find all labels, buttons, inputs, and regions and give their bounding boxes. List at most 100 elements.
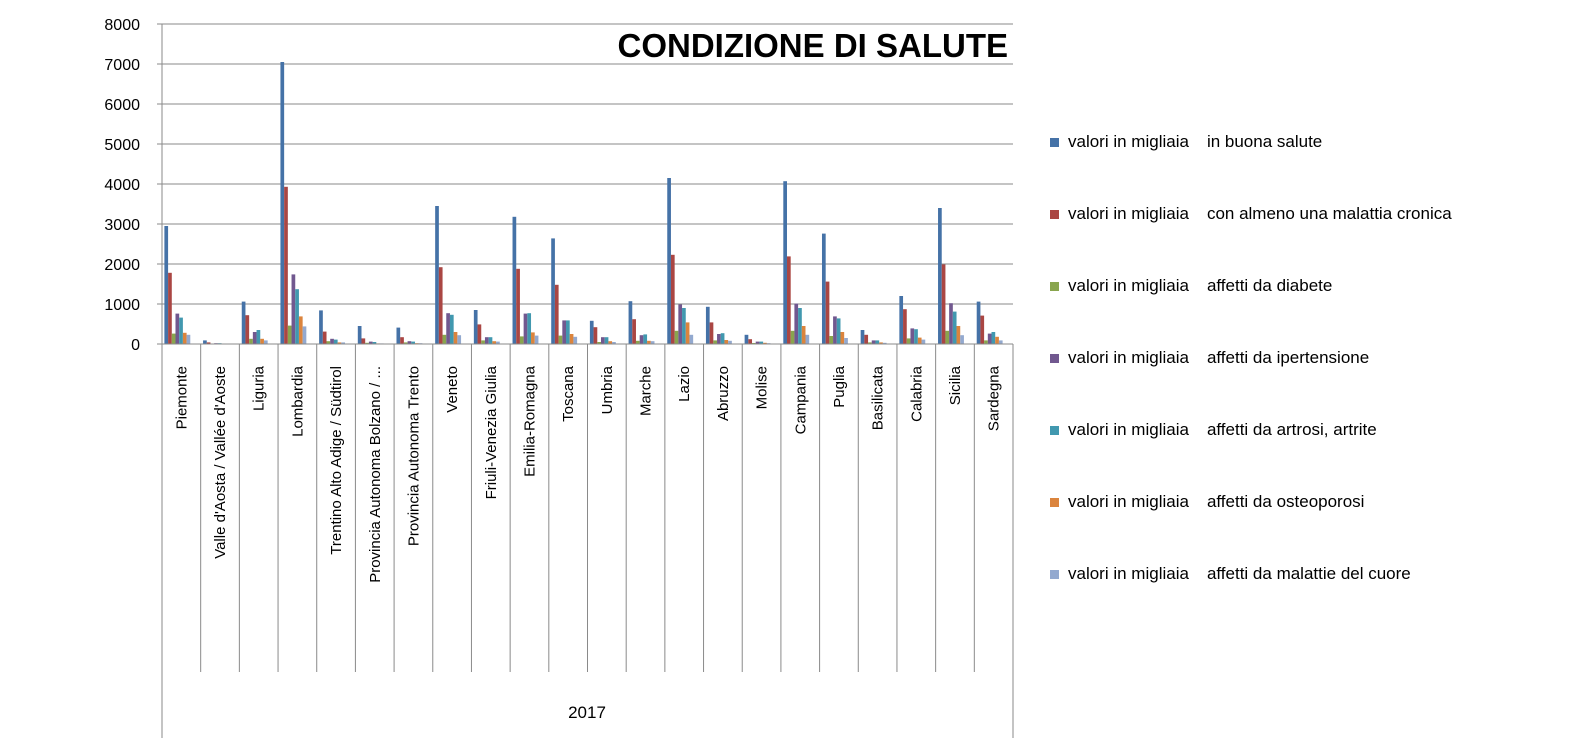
bar bbox=[635, 340, 640, 344]
bar bbox=[558, 335, 563, 344]
bar bbox=[171, 333, 176, 344]
bar bbox=[805, 334, 810, 344]
bar bbox=[562, 320, 567, 344]
legend: valori in migliaia in buona salute valori … bbox=[1050, 128, 1570, 632]
legend-series-name: valori in migliaia bbox=[1068, 348, 1189, 367]
category-label: Lazio bbox=[676, 366, 693, 402]
y-tick-label: 5000 bbox=[104, 137, 140, 154]
bar bbox=[569, 334, 574, 344]
legend-series-name: valori in migliaia bbox=[1068, 420, 1189, 439]
legend-series-name: valori in migliaia bbox=[1068, 204, 1189, 223]
bar bbox=[945, 330, 950, 344]
bar bbox=[396, 327, 401, 344]
bar bbox=[899, 296, 904, 344]
legend-series-name: valori in migliaia bbox=[1068, 492, 1189, 511]
bar bbox=[341, 342, 346, 344]
bar bbox=[987, 333, 992, 344]
bar bbox=[260, 338, 264, 344]
bar bbox=[566, 320, 570, 344]
bar bbox=[593, 327, 598, 344]
bar bbox=[717, 334, 721, 344]
bar bbox=[836, 318, 841, 344]
bar bbox=[875, 340, 880, 344]
bar bbox=[763, 342, 767, 344]
y-tick-label: 0 bbox=[131, 337, 140, 354]
bar bbox=[446, 313, 450, 344]
bar bbox=[206, 342, 211, 344]
bar bbox=[860, 330, 865, 344]
bar bbox=[449, 314, 454, 344]
bar bbox=[608, 341, 613, 344]
bar bbox=[302, 326, 307, 344]
bar bbox=[551, 238, 555, 344]
bar bbox=[798, 308, 802, 344]
gridlines bbox=[162, 23, 1013, 305]
bar bbox=[600, 337, 605, 344]
bar bbox=[906, 338, 911, 344]
bar bbox=[914, 329, 918, 344]
bar bbox=[720, 333, 725, 344]
bar bbox=[829, 336, 834, 344]
bar bbox=[952, 311, 957, 344]
bar bbox=[492, 341, 497, 344]
legend-series-suffix: in buona salute bbox=[1206, 132, 1323, 151]
bar bbox=[728, 340, 732, 344]
legend-label: valori in migliaia affetti da malattie de… bbox=[1068, 560, 1548, 588]
legend-series-suffix: affetti da artrosi, artrite bbox=[1206, 420, 1377, 439]
bar bbox=[724, 340, 729, 344]
category-labels: Piemonte Valle d'Aosta / Vallée d'Aoste Li… bbox=[173, 365, 1002, 582]
bar bbox=[245, 315, 250, 344]
bar bbox=[411, 341, 415, 344]
category-label: Marche bbox=[638, 366, 655, 416]
bar bbox=[403, 342, 408, 344]
bar bbox=[921, 339, 926, 344]
bar bbox=[333, 339, 338, 344]
y-tick-label: 7000 bbox=[104, 57, 140, 74]
bar bbox=[744, 334, 749, 344]
bar bbox=[457, 335, 462, 344]
category-label: Toscana bbox=[560, 365, 577, 422]
bar bbox=[674, 330, 679, 344]
bar bbox=[357, 326, 362, 344]
bar bbox=[956, 326, 961, 344]
legend-label: valori in migliaia in buona salute bbox=[1068, 128, 1548, 156]
legend-swatch bbox=[1050, 498, 1059, 507]
y-tick-label: 2000 bbox=[104, 257, 140, 274]
legend-series-name: valori in migliaia bbox=[1068, 132, 1189, 151]
bar bbox=[647, 340, 651, 344]
bar bbox=[938, 208, 942, 344]
bar bbox=[759, 341, 764, 344]
legend-label: valori in migliaia con almeno una malatti… bbox=[1068, 200, 1548, 228]
bar bbox=[801, 326, 806, 344]
bar bbox=[164, 226, 169, 344]
bar bbox=[825, 281, 830, 344]
legend-swatch bbox=[1050, 282, 1059, 291]
legend-series-suffix: affetti da ipertensione bbox=[1206, 348, 1370, 367]
bar bbox=[976, 301, 981, 344]
bar bbox=[554, 284, 559, 344]
bar bbox=[879, 342, 883, 344]
bar bbox=[512, 216, 517, 344]
bar bbox=[241, 301, 246, 344]
bar bbox=[670, 254, 675, 344]
bar bbox=[407, 341, 412, 344]
category-label: Sicilia bbox=[947, 365, 964, 405]
category-label: Abruzzo bbox=[715, 366, 732, 421]
category-label: Calabria bbox=[908, 365, 925, 422]
legend-series-name: valori in migliaia bbox=[1068, 564, 1189, 583]
bar bbox=[917, 337, 922, 344]
bar bbox=[203, 340, 207, 344]
category-label: Friuli-Venezia Giulia bbox=[483, 365, 500, 499]
bar bbox=[864, 334, 869, 344]
legend-label: valori in migliaia affetti da diabete bbox=[1068, 272, 1548, 300]
bar bbox=[643, 334, 648, 344]
bar bbox=[368, 341, 373, 344]
y-tick-label: 8000 bbox=[104, 17, 140, 34]
bar bbox=[330, 338, 334, 344]
category-label: Sardegna bbox=[986, 365, 1003, 431]
category-label: Piemonte bbox=[173, 366, 190, 429]
bar bbox=[361, 338, 366, 344]
y-tick-label: 3000 bbox=[104, 217, 140, 234]
bar bbox=[589, 320, 594, 344]
